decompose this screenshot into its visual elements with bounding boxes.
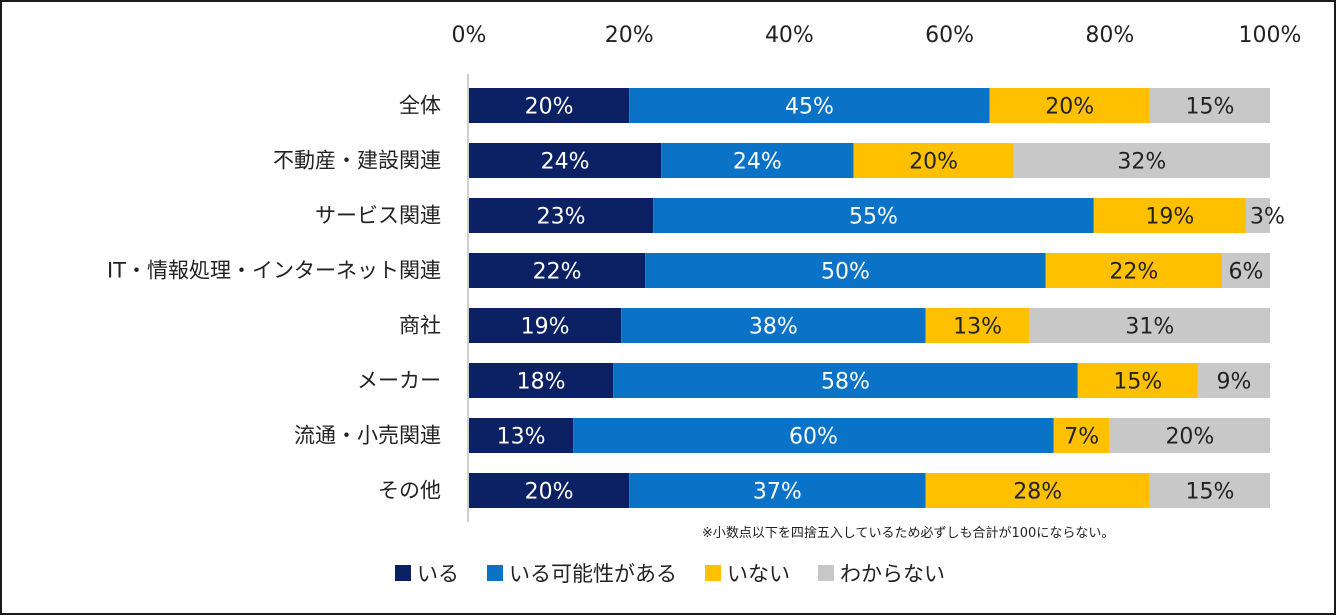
category-label: 全体 bbox=[399, 94, 441, 118]
data-label: 19% bbox=[521, 315, 570, 340]
bar-segment-4 bbox=[1245, 198, 1270, 233]
bar-segment-3 bbox=[1093, 198, 1246, 233]
data-label: 31% bbox=[1125, 315, 1174, 340]
data-label: 6% bbox=[1229, 260, 1264, 285]
bar-segment-2 bbox=[629, 88, 990, 123]
legend-swatch bbox=[705, 565, 721, 581]
x-tick-label: 80% bbox=[1085, 23, 1134, 48]
legend-swatch bbox=[818, 565, 834, 581]
category-label: サービス関連 bbox=[315, 204, 441, 228]
bar-segment-4 bbox=[1029, 308, 1270, 343]
data-label: 32% bbox=[1117, 150, 1166, 175]
data-label: 18% bbox=[517, 370, 566, 395]
x-tick-label: 100% bbox=[1239, 23, 1302, 48]
data-label: 20% bbox=[1165, 425, 1214, 450]
data-label: 15% bbox=[1113, 370, 1162, 395]
data-label: 23% bbox=[537, 205, 586, 230]
category-label: 流通・小売関連 bbox=[294, 424, 441, 448]
legend-item: いない bbox=[705, 558, 790, 588]
category-label: IT・情報処理・インターネット関連 bbox=[107, 259, 441, 283]
data-label: 60% bbox=[789, 425, 838, 450]
bar-segment-1 bbox=[469, 88, 630, 123]
legend-label: わからない bbox=[840, 562, 945, 586]
data-label: 13% bbox=[497, 425, 546, 450]
bar-segment-3 bbox=[925, 473, 1150, 508]
bar-segment-2 bbox=[613, 363, 1078, 398]
stacked-bar-chart: 0% 20% 40% 60% 80% 100% 全体 20% 45% 20% 15% 不動産・建設関連… bbox=[107, 23, 1302, 522]
bar-segment-4 bbox=[1109, 418, 1270, 453]
legend-label: いない bbox=[727, 562, 790, 586]
bar-segment-1 bbox=[469, 198, 654, 233]
category-label: 商社 bbox=[399, 314, 441, 338]
bar-segment-1 bbox=[469, 253, 646, 288]
legend-label: いる可能性がある bbox=[509, 562, 677, 586]
bar-segment-3 bbox=[1077, 363, 1198, 398]
chart-note: ※小数点以下を四捨五入しているため必ずしも合計が100にならない。 bbox=[702, 526, 1115, 541]
x-tick-label: 60% bbox=[925, 23, 974, 48]
legend-swatch bbox=[395, 565, 411, 581]
bar-segment-1 bbox=[469, 143, 662, 178]
category-label: 不動産・建設関連 bbox=[273, 149, 441, 173]
bar-segment-2 bbox=[573, 418, 1054, 453]
bar-segment-1 bbox=[469, 308, 622, 343]
bar-segment-4 bbox=[1149, 473, 1270, 508]
data-label: 58% bbox=[821, 370, 870, 395]
bar-segment-4 bbox=[1149, 88, 1270, 123]
bar-segment-2 bbox=[621, 308, 926, 343]
x-tick-label: 0% bbox=[452, 23, 487, 48]
bar-segment-1 bbox=[469, 418, 574, 453]
data-label: 55% bbox=[849, 205, 898, 230]
data-label: 13% bbox=[953, 315, 1002, 340]
data-label: 20% bbox=[525, 480, 574, 505]
bar-segment-2 bbox=[661, 143, 854, 178]
bar-segment-4 bbox=[1013, 143, 1270, 178]
bar-segment-2 bbox=[629, 473, 926, 508]
data-label: 38% bbox=[749, 315, 798, 340]
bar-segment-3 bbox=[853, 143, 1014, 178]
data-label: 45% bbox=[785, 95, 834, 120]
legend-item: いる可能性がある bbox=[487, 558, 677, 588]
bar-segment-4 bbox=[1221, 253, 1270, 288]
data-label: 37% bbox=[753, 480, 802, 505]
data-label: 20% bbox=[1045, 95, 1094, 120]
data-label: 9% bbox=[1217, 370, 1252, 395]
data-label: 20% bbox=[525, 95, 574, 120]
data-label: 20% bbox=[909, 150, 958, 175]
category-label: その他 bbox=[378, 479, 441, 503]
data-label: 24% bbox=[733, 150, 782, 175]
data-label: 50% bbox=[821, 260, 870, 285]
data-label: 22% bbox=[533, 260, 582, 285]
legend-swatch bbox=[487, 565, 503, 581]
bar-segment-3 bbox=[1053, 418, 1110, 453]
data-label: 22% bbox=[1109, 260, 1158, 285]
data-label: 19% bbox=[1145, 205, 1194, 230]
legend-item: わからない bbox=[818, 558, 945, 588]
bar-segment-2 bbox=[653, 198, 1094, 233]
category-label: メーカー bbox=[357, 369, 441, 393]
legend-item: いる bbox=[395, 558, 459, 588]
data-label: 3% bbox=[1250, 205, 1285, 230]
x-tick-label: 40% bbox=[765, 23, 814, 48]
legend-label: いる bbox=[417, 562, 459, 586]
data-label: 7% bbox=[1064, 425, 1099, 450]
data-label: 28% bbox=[1013, 480, 1062, 505]
bar-segment-2 bbox=[645, 253, 1046, 288]
bar-segment-1 bbox=[469, 363, 614, 398]
x-tick-label: 20% bbox=[605, 23, 654, 48]
bar-segment-3 bbox=[989, 88, 1150, 123]
data-label: 24% bbox=[541, 150, 590, 175]
bar-segment-1 bbox=[469, 473, 630, 508]
data-label: 15% bbox=[1185, 95, 1234, 120]
data-label: 15% bbox=[1185, 480, 1234, 505]
chart-legend: いる いる可能性がある いない わからない bbox=[2, 558, 1336, 588]
bar-segment-3 bbox=[925, 308, 1030, 343]
bar-segment-3 bbox=[1045, 253, 1222, 288]
bar-segment-4 bbox=[1197, 363, 1270, 398]
